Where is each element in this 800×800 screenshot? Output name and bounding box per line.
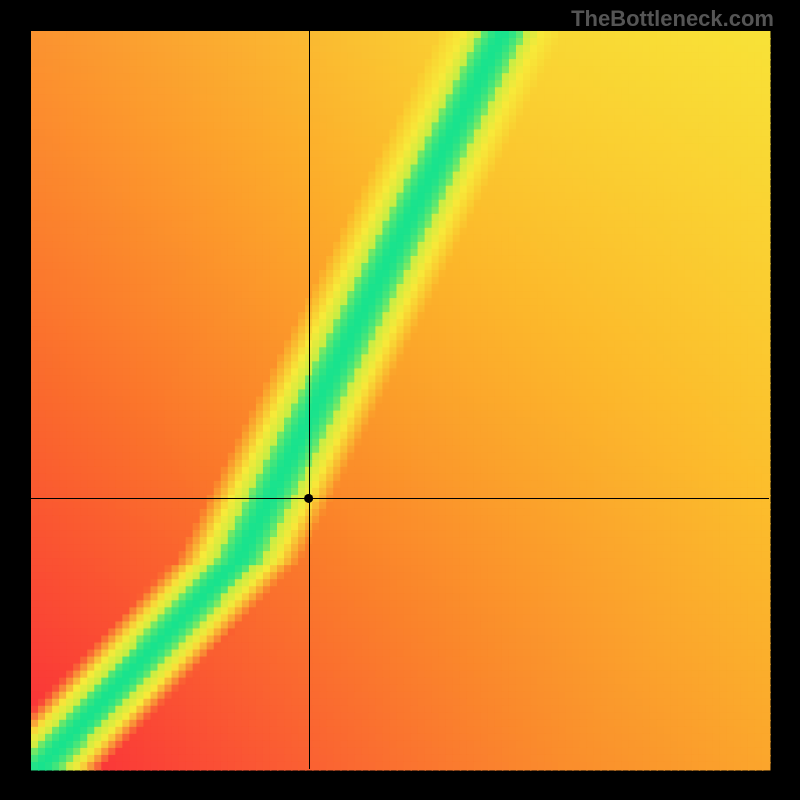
- chart-container: TheBottleneck.com: [0, 0, 800, 800]
- bottleneck-heatmap-canvas: [0, 0, 800, 800]
